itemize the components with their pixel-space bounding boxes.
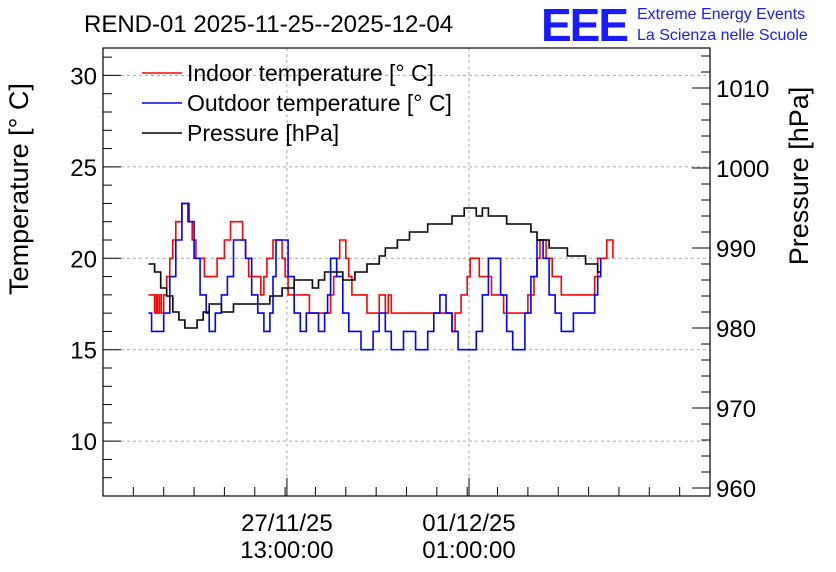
grid <box>103 48 710 496</box>
legend: Indoor temperature [° C] Outdoor tempera… <box>142 60 452 146</box>
y2-tick-label: 980 <box>716 316 756 343</box>
logo-line-1: Extreme Energy Events <box>637 6 805 23</box>
series-line-pressure <box>148 207 601 329</box>
x-tick-label-date: 27/11/25 <box>241 510 333 537</box>
x-tick-label-time: 01:00:00 <box>422 537 515 564</box>
eee-logo: EEE Extreme Energy Events La Scienza nel… <box>541 0 808 51</box>
series-line-outdoor <box>148 202 602 351</box>
legend-label-indoor: Indoor temperature [° C] <box>187 60 434 86</box>
y2-tick-label: 960 <box>716 476 756 503</box>
y2-tick-label: 1000 <box>716 156 769 183</box>
logo-line-2: La Scienza nelle Scuole <box>637 27 808 44</box>
y-axis-label: Temperature [° C] <box>4 83 34 295</box>
x-tick-label-date: 01/12/25 <box>422 510 515 537</box>
x-tick-label-time: 13:00:00 <box>240 537 333 564</box>
y-tick-label: 10 <box>70 429 97 456</box>
y-tick-label: 25 <box>70 155 97 182</box>
y2-tick-label: 990 <box>716 236 756 263</box>
y2-tick-label: 1010 <box>716 76 769 103</box>
logo-letters: EEE <box>541 0 627 51</box>
y-tick-label: 20 <box>70 246 97 273</box>
y2-axis-label: Pressure [hPa] <box>784 87 814 266</box>
y-tick-label: 15 <box>70 338 97 365</box>
axes: 10 15 20 25 30 960 970 980 990 1000 1010 27/11/2513… <box>70 47 769 564</box>
chart-title: REND-01 2025-11-25--2025-12-04 <box>84 11 453 38</box>
y-tick-label: 30 <box>70 63 97 90</box>
legend-label-outdoor: Outdoor temperature [° C] <box>187 90 452 116</box>
series-layer <box>148 202 614 351</box>
y2-tick-label: 970 <box>716 396 756 423</box>
legend-label-pressure: Pressure [hPa] <box>187 120 339 146</box>
